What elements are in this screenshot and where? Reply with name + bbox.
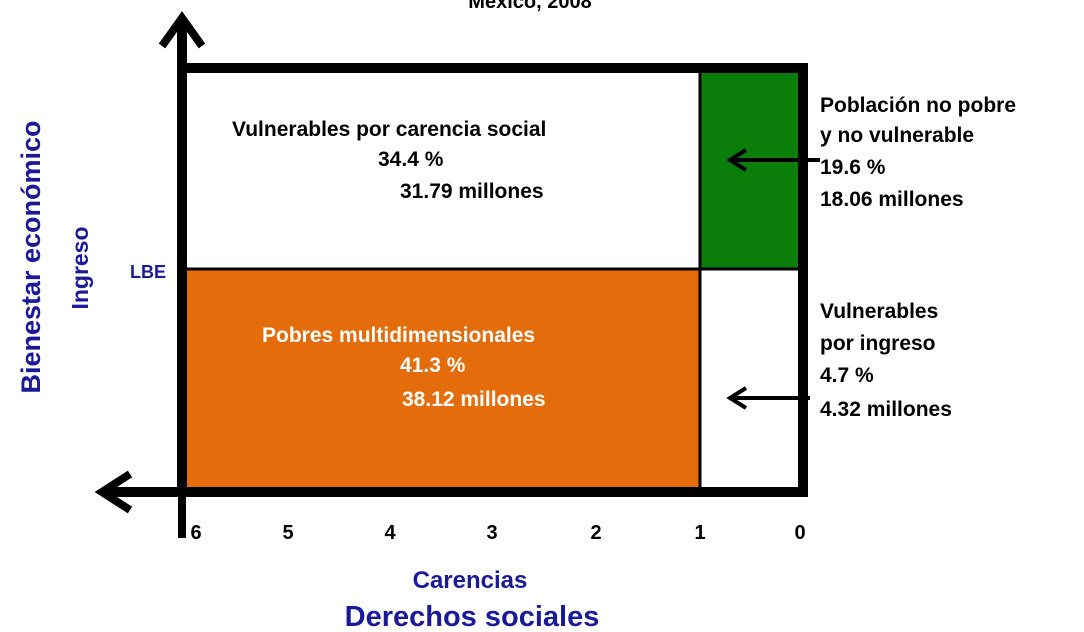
- quadrant-label: Vulnerables: [820, 300, 938, 323]
- quadrant-population: 38.12 millones: [402, 388, 546, 411]
- x-tick-label: 3: [486, 522, 497, 544]
- quadrant-label: Población no pobre: [820, 94, 1016, 117]
- pointer-arrow-head: [726, 148, 748, 172]
- quadrant-percent: 34.4 %: [378, 148, 444, 171]
- quadrant-percent: 4.7 %: [820, 364, 874, 387]
- quadrant-percent: 19.6 %: [820, 156, 886, 179]
- y-axis-sublabel: Ingreso: [67, 226, 93, 309]
- x-tick-label: 1: [694, 522, 705, 544]
- quadrant-label: por ingreso: [820, 332, 936, 355]
- non-poor-area: [700, 68, 803, 269]
- quadrant-label: y no vulnerable: [820, 124, 974, 147]
- x-axis-sublabel: Derechos sociales: [345, 601, 600, 632]
- x-tick-label: 6: [190, 522, 201, 544]
- threshold-label: LBE: [130, 262, 166, 282]
- quadrant-percent: 41.3 %: [400, 354, 466, 377]
- x-tick-label: 2: [590, 522, 601, 544]
- x-tick-label: 4: [384, 522, 396, 544]
- quadrant-population: 4.32 millones: [820, 398, 952, 421]
- frame: [177, 63, 808, 497]
- pointer-arrow-head: [726, 386, 748, 410]
- quadrant-population: 18.06 millones: [820, 188, 964, 211]
- x-arrow-head: [94, 470, 133, 514]
- poor-area: [182, 269, 700, 492]
- y-arrow-head: [158, 11, 206, 49]
- x-tick-label: 5: [282, 522, 293, 544]
- quadrant-label: Pobres multidimensionales: [262, 324, 535, 347]
- y-axis-label: Bienestar económico: [16, 120, 46, 393]
- quadrant-label: Vulnerables por carencia social: [232, 118, 546, 141]
- title: México, 2008: [468, 0, 591, 13]
- x-tick-label: 0: [794, 522, 805, 544]
- x-axis-label: Carencias: [413, 567, 528, 594]
- quadrant-population: 31.79 millones: [400, 180, 544, 203]
